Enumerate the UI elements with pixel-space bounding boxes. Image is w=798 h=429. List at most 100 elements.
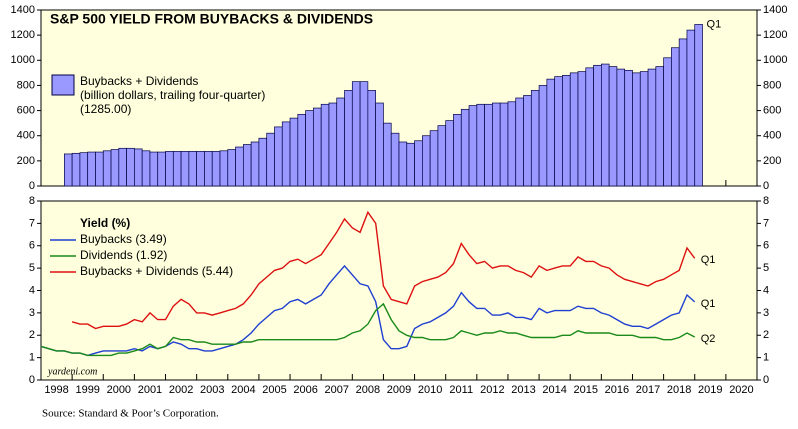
bottom-plot-area bbox=[40, 200, 758, 381]
bar bbox=[79, 152, 89, 187]
bar bbox=[250, 141, 260, 187]
x-tick-label: 2013 bbox=[511, 384, 535, 396]
bar bbox=[468, 105, 478, 187]
y2-tick-label: 0 bbox=[763, 374, 769, 386]
legend-label: Buybacks + Dividends (5.44) bbox=[80, 264, 233, 278]
y2-tick-label: 400 bbox=[763, 130, 781, 142]
y-tick-label: 200 bbox=[17, 155, 35, 167]
y-tick-label: 1400 bbox=[11, 4, 35, 16]
bar bbox=[647, 68, 657, 187]
bar bbox=[305, 110, 314, 187]
legend-title: Yield (%) bbox=[80, 216, 130, 230]
bar bbox=[624, 69, 633, 187]
y-tick-label: 4 bbox=[29, 284, 35, 296]
bar bbox=[593, 64, 602, 187]
bar bbox=[172, 151, 182, 187]
x-tick-label: 2014 bbox=[542, 384, 566, 396]
bar bbox=[639, 71, 649, 187]
x-tick-label: 2005 bbox=[262, 384, 286, 396]
y2-tick-label: 1400 bbox=[763, 4, 787, 16]
bar bbox=[344, 90, 353, 187]
bar bbox=[289, 117, 299, 187]
bar bbox=[266, 132, 275, 187]
bar bbox=[204, 151, 213, 187]
bar bbox=[126, 147, 135, 187]
bar bbox=[367, 90, 377, 187]
bar bbox=[538, 85, 548, 187]
bar bbox=[616, 68, 626, 187]
bar bbox=[313, 107, 322, 187]
bar bbox=[600, 63, 610, 187]
bar bbox=[492, 102, 501, 187]
y2-tick-label: 2 bbox=[763, 329, 769, 341]
bar bbox=[281, 121, 291, 187]
bar bbox=[569, 72, 579, 187]
bar bbox=[499, 102, 509, 187]
x-tick-label: 2012 bbox=[480, 384, 504, 396]
bar bbox=[694, 24, 703, 187]
bar bbox=[406, 142, 415, 187]
bar bbox=[211, 151, 221, 187]
line bbox=[40, 264, 696, 357]
y-tick-label: 400 bbox=[17, 130, 35, 142]
bar bbox=[398, 141, 408, 187]
bar bbox=[632, 72, 641, 187]
bar bbox=[95, 151, 104, 187]
source-note: Source: Standard & Poor’s Corporation. bbox=[42, 408, 219, 420]
x-tick-label: 2019 bbox=[698, 384, 722, 396]
legend-label: Buybacks (3.49) bbox=[80, 232, 167, 246]
bar bbox=[655, 66, 664, 187]
bar bbox=[157, 151, 166, 187]
line bbox=[40, 302, 696, 357]
y-tick-label: 8 bbox=[29, 195, 35, 207]
watermark: yardeni.com bbox=[47, 366, 97, 377]
bar bbox=[437, 125, 447, 187]
x-tick-label: 2002 bbox=[169, 384, 193, 396]
y2-tick-label: 600 bbox=[763, 104, 781, 116]
legend-note: (billion dollars, trailing four-quarter) bbox=[80, 88, 265, 102]
x-tick-label: 2011 bbox=[449, 384, 473, 396]
y-tick-label: 1200 bbox=[11, 29, 35, 41]
bar bbox=[180, 151, 190, 187]
y-tick-label: 1000 bbox=[11, 54, 35, 66]
bar bbox=[87, 151, 96, 187]
bar bbox=[671, 47, 680, 187]
x-tick-label: 2015 bbox=[574, 384, 598, 396]
bar bbox=[515, 97, 524, 187]
bar bbox=[686, 29, 696, 187]
bar bbox=[196, 151, 205, 187]
x-tick-label: 2017 bbox=[636, 384, 660, 396]
y-tick-label: 7 bbox=[29, 217, 35, 229]
y2-tick-label: 8 bbox=[763, 195, 769, 207]
bar bbox=[359, 81, 369, 187]
y2-tick-label: 7 bbox=[763, 217, 769, 229]
y2-tick-label: 1000 bbox=[763, 54, 787, 66]
bar bbox=[453, 113, 462, 187]
bar bbox=[188, 151, 198, 187]
bar bbox=[375, 102, 384, 187]
y-tick-label: 6 bbox=[29, 240, 35, 252]
bar bbox=[149, 151, 159, 187]
bar bbox=[297, 113, 306, 187]
x-tick-label: 2009 bbox=[387, 384, 411, 396]
bar bbox=[678, 38, 688, 187]
bar bbox=[421, 135, 431, 187]
bar bbox=[663, 57, 672, 187]
bar bbox=[577, 71, 587, 187]
y-tick-label: 3 bbox=[29, 307, 35, 319]
bar bbox=[523, 95, 532, 187]
y-tick-label: 0 bbox=[29, 180, 35, 192]
bar bbox=[227, 149, 236, 187]
x-tick-label: 2006 bbox=[293, 384, 317, 396]
x-tick-label: 2001 bbox=[138, 384, 162, 396]
bar bbox=[165, 151, 174, 187]
y2-tick-label: 200 bbox=[763, 155, 781, 167]
bar bbox=[242, 144, 252, 187]
y2-tick-label: 0 bbox=[763, 180, 769, 192]
bar bbox=[484, 103, 493, 187]
y2-tick-label: 6 bbox=[763, 240, 769, 252]
bar bbox=[102, 150, 112, 187]
bar bbox=[63, 153, 73, 187]
x-tick-label: 2003 bbox=[200, 384, 224, 396]
